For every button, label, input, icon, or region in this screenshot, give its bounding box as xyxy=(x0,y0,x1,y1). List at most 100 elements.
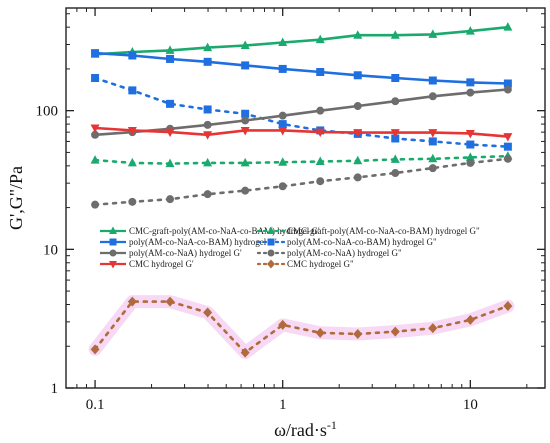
legend-label-0: CMC-graft-poly(AM-co-NaA-co-BAM) hydroge… xyxy=(129,226,320,236)
series-7-point-11 xyxy=(503,301,513,312)
series-2 xyxy=(91,49,512,88)
legend-swatch-marker-5 xyxy=(267,249,275,257)
axis-ticks: 0.1 1 10 1 10 100 xyxy=(36,8,545,413)
y-tick-label-1: 10 xyxy=(43,242,58,258)
series-6-point-2 xyxy=(165,128,175,138)
series-7-point-3 xyxy=(203,307,213,318)
legend-item-5: poly(AM-co-NaA) hydrogel G" xyxy=(256,248,402,258)
series-0-line xyxy=(95,25,509,56)
series-5 xyxy=(91,154,512,209)
legend-swatch-marker-6 xyxy=(109,261,117,269)
series-7-point-1 xyxy=(127,296,137,307)
series-1-point-8 xyxy=(390,154,400,163)
series-0 xyxy=(90,22,513,58)
series-7-point-2 xyxy=(165,296,175,307)
y-tick-label-0: 1 xyxy=(51,381,59,397)
legend-label-2: poly(AM-co-NaA-co-BAM) hydrogel G' xyxy=(129,237,277,247)
series-3-point-2 xyxy=(166,99,175,108)
series-1-point-5 xyxy=(278,157,288,166)
series-7-point-5 xyxy=(278,319,288,330)
series-0-point-9 xyxy=(428,29,438,38)
series-5-point-6 xyxy=(316,177,325,186)
series-5-line xyxy=(93,157,510,206)
series-6 xyxy=(90,124,513,142)
legend-swatch-marker-0 xyxy=(109,226,117,234)
series-1-point-2 xyxy=(165,158,175,168)
series-6-point-11 xyxy=(503,133,513,142)
x-tick-label-0: 0.1 xyxy=(86,397,105,413)
series-3-point-0 xyxy=(91,74,100,83)
cmc-g2-highlight xyxy=(88,295,515,360)
series-5-point-0 xyxy=(91,200,100,209)
series-2-point-1 xyxy=(128,51,137,60)
legend-item-3: poly(AM-co-NaA-co-BAM) hydrogel G" xyxy=(256,237,437,247)
series-2-point-2 xyxy=(166,54,175,63)
series-layer xyxy=(90,22,513,358)
series-7 xyxy=(90,296,513,358)
cmc-g2-halo xyxy=(88,295,515,360)
series-2-point-0 xyxy=(91,49,100,58)
legend-item-7: CMC hydrogel G" xyxy=(256,259,354,269)
series-6-point-9 xyxy=(428,129,438,138)
series-3-point-3 xyxy=(203,105,212,114)
legend-label-4: poly(AM-co-NaA) hydrogel G' xyxy=(129,248,242,258)
series-2-point-6 xyxy=(316,68,325,77)
series-3-line xyxy=(93,76,510,148)
series-2-point-5 xyxy=(278,64,287,73)
legend-item-2: poly(AM-co-NaA-co-BAM) hydrogel G' xyxy=(100,237,277,247)
series-1-point-6 xyxy=(315,156,325,165)
x-axis-title: ω/rad·s-1 xyxy=(274,418,337,440)
y-tick-label-2: 100 xyxy=(36,104,59,120)
series-0-point-2 xyxy=(165,45,175,54)
legend-item-6: CMC hydrogel G' xyxy=(100,259,194,269)
series-3-point-8 xyxy=(391,134,400,143)
plot-frame xyxy=(65,7,546,389)
series-2-line xyxy=(95,51,508,85)
series-7-point-7 xyxy=(353,329,363,340)
series-3-point-1 xyxy=(128,86,137,95)
series-3-point-9 xyxy=(428,137,437,146)
legend-label-6: CMC hydrogel G' xyxy=(129,259,194,269)
series-6-point-1 xyxy=(127,126,137,136)
series-4-point-10 xyxy=(466,88,475,97)
series-7-point-4 xyxy=(240,347,250,358)
legend-swatch-marker-1 xyxy=(267,226,275,234)
series-5-point-8 xyxy=(391,169,400,178)
legend: CMC-graft-poly(AM-co-NaA-co-BAM) hydroge… xyxy=(100,226,480,269)
series-4-point-8 xyxy=(391,97,400,106)
legend-item-1: CMC-graft-poly(AM-co-NaA-co-BAM) hydroge… xyxy=(256,226,480,236)
legend-item-0: CMC-graft-poly(AM-co-NaA-co-BAM) hydroge… xyxy=(100,226,320,236)
series-0-point-6 xyxy=(315,34,325,44)
series-4-line xyxy=(95,88,509,137)
series-4-point-7 xyxy=(353,102,362,111)
legend-label-1: CMC-graft-poly(AM-co-NaA-co-BAM) hydroge… xyxy=(287,226,480,236)
series-6-point-8 xyxy=(390,129,400,138)
series-4-point-6 xyxy=(316,106,325,115)
series-7-point-10 xyxy=(465,314,475,325)
series-5-point-11 xyxy=(503,154,512,163)
x-tick-label-2: 10 xyxy=(463,397,478,413)
legend-swatch-marker-3 xyxy=(267,238,275,246)
series-2-point-10 xyxy=(466,78,475,87)
series-6-point-3 xyxy=(203,131,213,140)
series-5-point-7 xyxy=(353,173,362,182)
series-2-point-3 xyxy=(203,57,212,66)
series-1-line xyxy=(93,154,510,165)
series-6-point-5 xyxy=(278,126,288,136)
series-7-point-0 xyxy=(90,344,100,355)
series-0-point-10 xyxy=(465,26,475,35)
series-4-point-9 xyxy=(428,92,437,101)
series-6-line xyxy=(95,126,509,138)
series-6-point-7 xyxy=(353,129,363,138)
series-3-point-11 xyxy=(503,142,512,151)
x-tick-label-1: 1 xyxy=(279,397,287,413)
series-0-point-4 xyxy=(240,40,250,50)
series-0-point-8 xyxy=(390,30,400,39)
series-2-point-7 xyxy=(353,71,362,80)
series-3-point-5 xyxy=(278,120,287,129)
series-6-point-4 xyxy=(240,126,250,136)
series-4-point-3 xyxy=(203,120,212,129)
series-2-point-9 xyxy=(428,76,437,85)
series-1 xyxy=(90,151,513,168)
legend-swatch-marker-4 xyxy=(109,249,117,257)
